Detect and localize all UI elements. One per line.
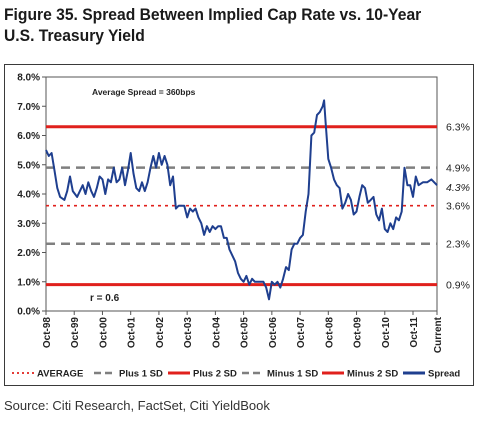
x-tick-label: Oct-98 — [42, 317, 53, 349]
average-spread-annotation: Average Spread = 360bps — [92, 87, 196, 97]
x-tick-label: Oct-00 — [98, 317, 109, 349]
legend-label: Plus 1 SD — [119, 369, 163, 380]
x-tick-label: Oct-06 — [268, 317, 279, 349]
reference-label: 2.3% — [446, 239, 470, 251]
x-tick-label: Oct-02 — [155, 317, 166, 349]
x-tick-label: Current — [433, 316, 444, 353]
legend-label: Minus 1 SD — [267, 369, 318, 380]
x-tick-label: Oct-03 — [183, 317, 194, 349]
x-tick-label: Oct-05 — [240, 317, 251, 349]
x-tick-label: Oct-99 — [70, 317, 81, 349]
x-tick-label: Oct-04 — [211, 317, 222, 349]
y-tick-label: 4.0% — [17, 190, 40, 201]
legend-label: Plus 2 SD — [193, 369, 237, 380]
reference-label: 4.9% — [446, 163, 470, 175]
legend-label: AVERAGE — [37, 369, 83, 380]
reference-label: 0.9% — [446, 280, 470, 292]
correlation-annotation: r = 0.6 — [90, 293, 120, 304]
x-tick-label: Oct-10 — [381, 317, 392, 349]
y-tick-label: 5.0% — [17, 160, 40, 171]
y-tick-label: 1.0% — [17, 277, 40, 288]
y-tick-label: 6.0% — [17, 131, 40, 142]
x-tick-label: Oct-08 — [324, 317, 335, 349]
source-note: Source: Citi Research, FactSet, Citi Yie… — [4, 398, 270, 413]
y-tick-label: 3.0% — [17, 219, 40, 230]
x-tick-label: Oct-01 — [127, 317, 138, 349]
chart-frame — [4, 64, 474, 386]
x-tick-label: Oct-11 — [409, 317, 420, 348]
x-tick-label: Oct-09 — [353, 317, 364, 349]
legend-label: Minus 2 SD — [347, 369, 398, 380]
legend-label: Spread — [428, 369, 460, 380]
page-title: Figure 35. Spread Between Implied Cap Ra… — [4, 5, 422, 45]
spread-series-line — [45, 99, 438, 301]
y-tick-label: 7.0% — [17, 102, 40, 113]
y-tick-label: 0.0% — [17, 307, 40, 318]
current-value-label: 4.3% — [446, 182, 470, 194]
reference-label: 6.3% — [446, 122, 470, 134]
x-tick-label: Oct-07 — [296, 317, 307, 349]
reference-label: 3.6% — [446, 201, 470, 213]
y-tick-label: 8.0% — [17, 73, 40, 84]
y-tick-label: 2.0% — [17, 248, 40, 259]
spread-chart: 0.0% 1.0% 2.0% 3.0% 4.0% 5.0% 6.0% 7.0% 8.0% Oct-… — [12, 73, 470, 380]
